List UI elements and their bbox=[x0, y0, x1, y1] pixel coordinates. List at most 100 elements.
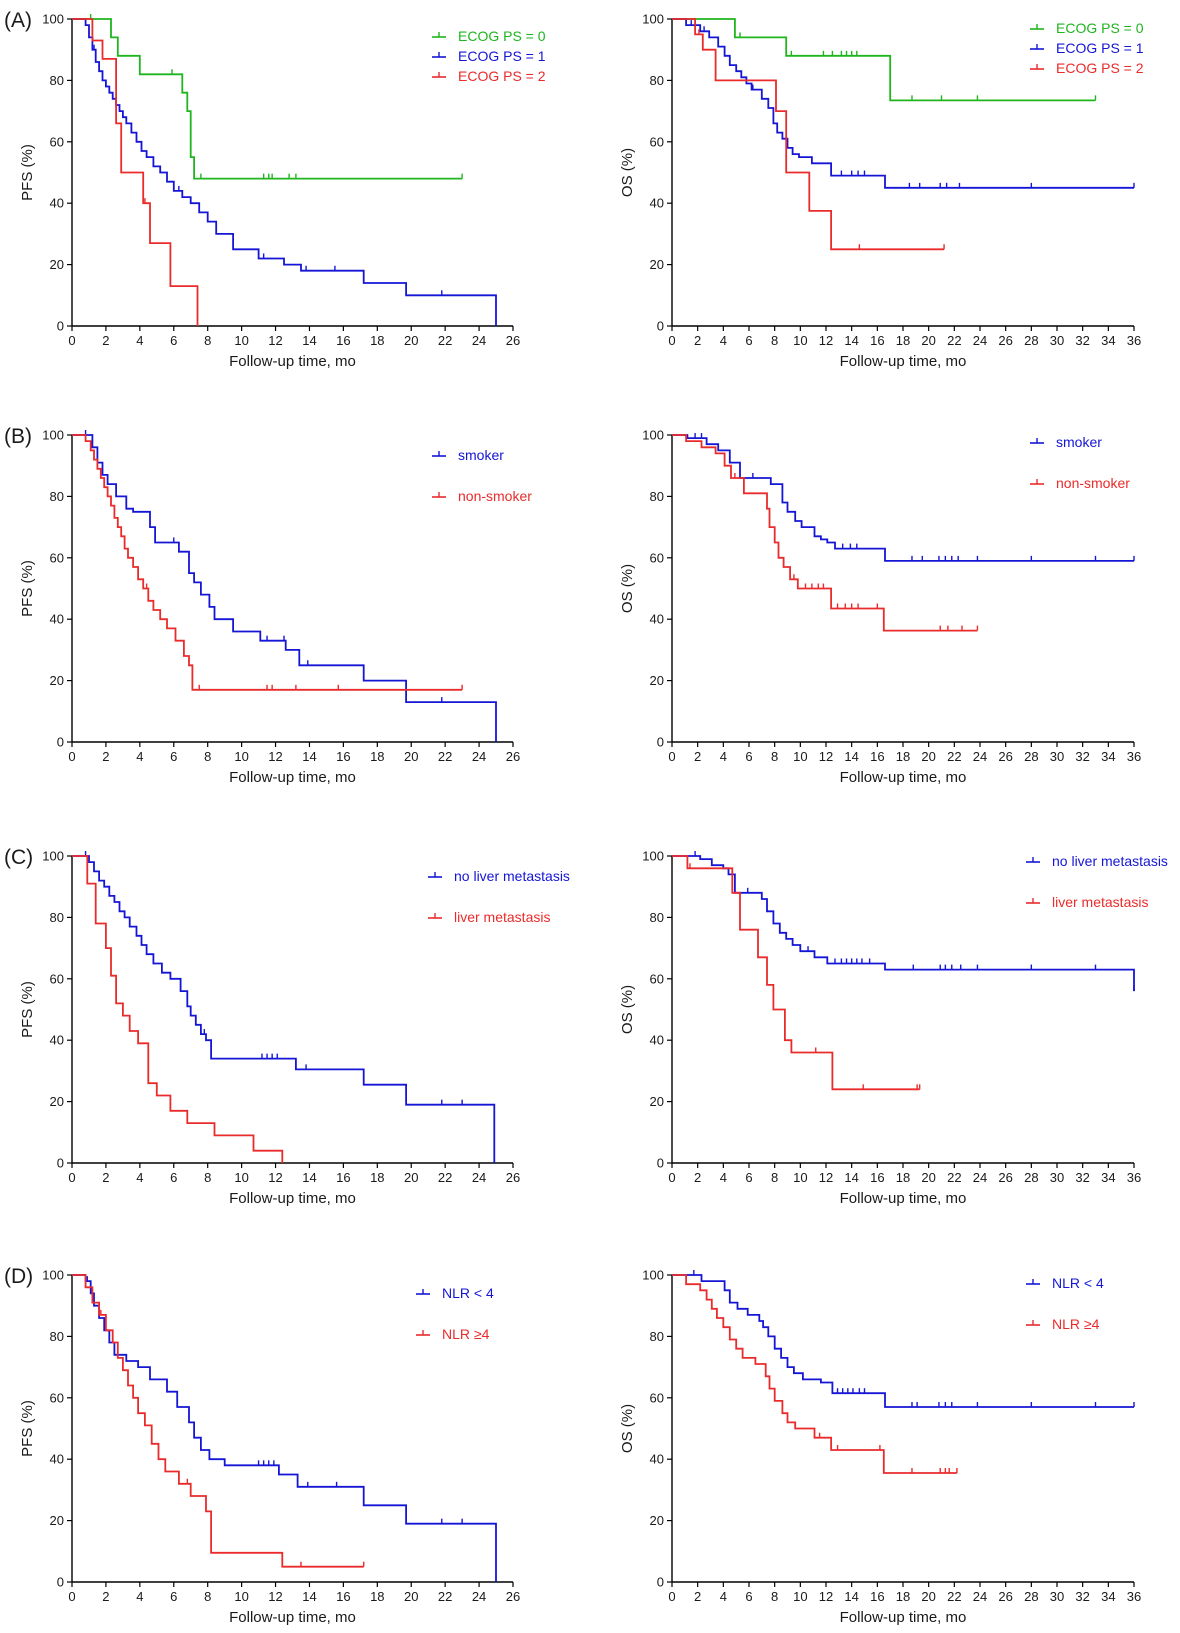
y-axis-title: OS (%) bbox=[619, 564, 636, 613]
x-tick-label: 6 bbox=[745, 749, 752, 764]
y-tick-label: 100 bbox=[42, 849, 64, 864]
x-tick-label: 6 bbox=[745, 1589, 752, 1604]
y-tick-label: 0 bbox=[57, 319, 64, 334]
y-tick-label: 80 bbox=[50, 910, 64, 925]
x-tick-label: 20 bbox=[404, 749, 418, 764]
y-tick-label: 100 bbox=[42, 12, 64, 27]
y-tick-label: 20 bbox=[50, 673, 64, 688]
x-tick-label: 20 bbox=[921, 1170, 935, 1185]
x-tick-label: 10 bbox=[234, 1170, 248, 1185]
x-tick-label: 12 bbox=[268, 749, 282, 764]
x-tick-label: 24 bbox=[973, 749, 987, 764]
x-axis-title: Follow-up time, mo bbox=[229, 1190, 356, 1207]
x-tick-label: 2 bbox=[694, 1589, 701, 1604]
x-tick-label: 34 bbox=[1101, 749, 1115, 764]
x-tick-label: 20 bbox=[404, 1170, 418, 1185]
y-tick-label: 40 bbox=[650, 1452, 664, 1467]
km-curve-0 bbox=[672, 18, 1096, 102]
x-tick-label: 0 bbox=[68, 749, 75, 764]
x-tick-label: 16 bbox=[336, 1589, 350, 1604]
x-tick-label: 18 bbox=[370, 333, 384, 348]
km-curve-2 bbox=[72, 18, 199, 326]
x-tick-label: 30 bbox=[1050, 333, 1064, 348]
x-tick-label: 18 bbox=[896, 1170, 910, 1185]
x-tick-label: 32 bbox=[1075, 333, 1089, 348]
x-tick-label: 12 bbox=[819, 749, 833, 764]
x-tick-label: 20 bbox=[921, 1589, 935, 1604]
x-tick-label: 0 bbox=[68, 333, 75, 348]
x-axis-title: Follow-up time, mo bbox=[840, 353, 967, 370]
x-tick-label: 22 bbox=[947, 333, 961, 348]
y-axis-title: PFS (%) bbox=[19, 560, 36, 617]
x-tick-label: 8 bbox=[204, 749, 211, 764]
x-tick-label: 8 bbox=[771, 333, 778, 348]
x-tick-label: 34 bbox=[1101, 333, 1115, 348]
x-tick-label: 16 bbox=[336, 333, 350, 348]
y-tick-label: 60 bbox=[50, 971, 64, 986]
x-tick-label: 2 bbox=[102, 1589, 109, 1604]
y-tick-label: 20 bbox=[650, 1513, 664, 1528]
x-tick-label: 2 bbox=[102, 1170, 109, 1185]
km-curve-1 bbox=[672, 18, 1134, 189]
x-tick-label: 36 bbox=[1127, 333, 1141, 348]
panel-label-d: (D) bbox=[4, 1265, 33, 1288]
x-axis-title: Follow-up time, mo bbox=[229, 353, 356, 370]
x-tick-label: 0 bbox=[668, 333, 675, 348]
y-tick-label: 20 bbox=[50, 1513, 64, 1528]
y-axis-title: PFS (%) bbox=[19, 144, 36, 201]
x-tick-label: 24 bbox=[973, 1170, 987, 1185]
x-tick-label: 18 bbox=[370, 749, 384, 764]
x-tick-label: 2 bbox=[102, 333, 109, 348]
x-tick-label: 8 bbox=[771, 1589, 778, 1604]
x-tick-label: 22 bbox=[947, 749, 961, 764]
y-tick-label: 100 bbox=[642, 1268, 664, 1283]
y-tick-label: 80 bbox=[650, 489, 664, 504]
y-tick-label: 20 bbox=[50, 1094, 64, 1109]
x-axis-title: Follow-up time, mo bbox=[840, 769, 967, 786]
y-tick-label: 80 bbox=[50, 1329, 64, 1344]
x-tick-label: 26 bbox=[506, 333, 520, 348]
x-tick-label: 4 bbox=[136, 333, 143, 348]
x-tick-label: 32 bbox=[1075, 1170, 1089, 1185]
x-tick-label: 14 bbox=[302, 749, 316, 764]
x-tick-label: 30 bbox=[1050, 749, 1064, 764]
km-curve-1 bbox=[72, 434, 463, 691]
x-tick-label: 0 bbox=[668, 749, 675, 764]
x-tick-label: 4 bbox=[720, 749, 727, 764]
km-curve-0 bbox=[72, 18, 463, 180]
x-tick-label: 20 bbox=[921, 749, 935, 764]
x-tick-label: 26 bbox=[506, 749, 520, 764]
x-tick-label: 2 bbox=[102, 749, 109, 764]
x-tick-label: 16 bbox=[870, 1170, 884, 1185]
y-tick-label: 100 bbox=[42, 1268, 64, 1283]
x-tick-label: 4 bbox=[136, 1589, 143, 1604]
y-tick-label: 80 bbox=[50, 489, 64, 504]
y-tick-label: 0 bbox=[657, 735, 664, 750]
legend-label: NLR < 4 bbox=[1052, 1275, 1104, 1291]
y-axis-title: PFS (%) bbox=[19, 981, 36, 1038]
km-curve-0 bbox=[72, 434, 497, 742]
km-curve-0 bbox=[672, 855, 1135, 992]
km-curve-0 bbox=[72, 1274, 497, 1582]
y-tick-label: 0 bbox=[57, 735, 64, 750]
y-tick-label: 40 bbox=[50, 1452, 64, 1467]
x-tick-label: 18 bbox=[896, 333, 910, 348]
x-tick-label: 4 bbox=[136, 1170, 143, 1185]
x-tick-label: 2 bbox=[694, 333, 701, 348]
y-tick-label: 40 bbox=[50, 612, 64, 627]
x-tick-label: 4 bbox=[720, 1589, 727, 1604]
x-tick-label: 24 bbox=[472, 749, 486, 764]
km-curve-0 bbox=[72, 855, 496, 1163]
legend-label: NLR ≥4 bbox=[442, 1326, 490, 1342]
x-tick-label: 32 bbox=[1075, 1589, 1089, 1604]
y-tick-label: 80 bbox=[650, 910, 664, 925]
x-tick-label: 36 bbox=[1127, 749, 1141, 764]
y-tick-label: 0 bbox=[657, 1156, 664, 1171]
legend-label: smoker bbox=[458, 447, 504, 463]
x-tick-label: 6 bbox=[170, 1589, 177, 1604]
